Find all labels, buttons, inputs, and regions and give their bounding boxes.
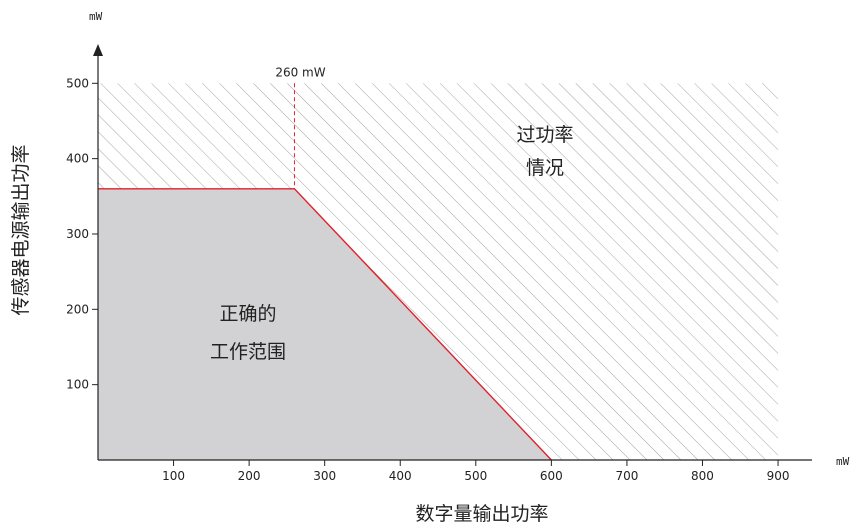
y-tick-label: 300	[66, 227, 89, 241]
safe-operating-region	[98, 188, 552, 460]
y-tick-label: 200	[66, 302, 89, 316]
x-tick-label: 200	[238, 469, 261, 483]
x-tick-label: 500	[464, 469, 487, 483]
x-tick-label: 800	[691, 469, 714, 483]
marker-260-label: 260 mW	[275, 65, 325, 79]
y-axis-ticks: 100 200 300 400 500	[66, 76, 98, 392]
x-tick-label: 600	[540, 469, 563, 483]
x-unit-label: mW	[836, 455, 850, 468]
y-tick-label: 500	[66, 76, 89, 90]
overload-region-label-line2: 情况	[526, 157, 564, 179]
y-axis-title: 传感器电源输出功率	[10, 144, 32, 315]
x-tick-label: 900	[767, 469, 790, 483]
x-tick-label: 300	[313, 469, 336, 483]
safe-region-label-line2: 工作范围	[210, 341, 286, 363]
x-axis-title: 数字量输出功率	[415, 503, 548, 525]
x-tick-label: 100	[162, 469, 185, 483]
y-tick-label: 400	[66, 152, 89, 166]
y-axis-arrow	[93, 44, 103, 56]
x-axis-ticks: 100 200 300 400 500 600 700 800 900	[162, 460, 789, 483]
y-tick-label: 100	[66, 378, 89, 392]
safe-region-label-line1: 正确的	[219, 303, 276, 325]
x-tick-label: 400	[389, 469, 412, 483]
x-tick-label: 700	[615, 469, 638, 483]
y-unit-label: mW	[89, 10, 103, 23]
overload-region-label-line1: 过功率	[516, 124, 573, 146]
